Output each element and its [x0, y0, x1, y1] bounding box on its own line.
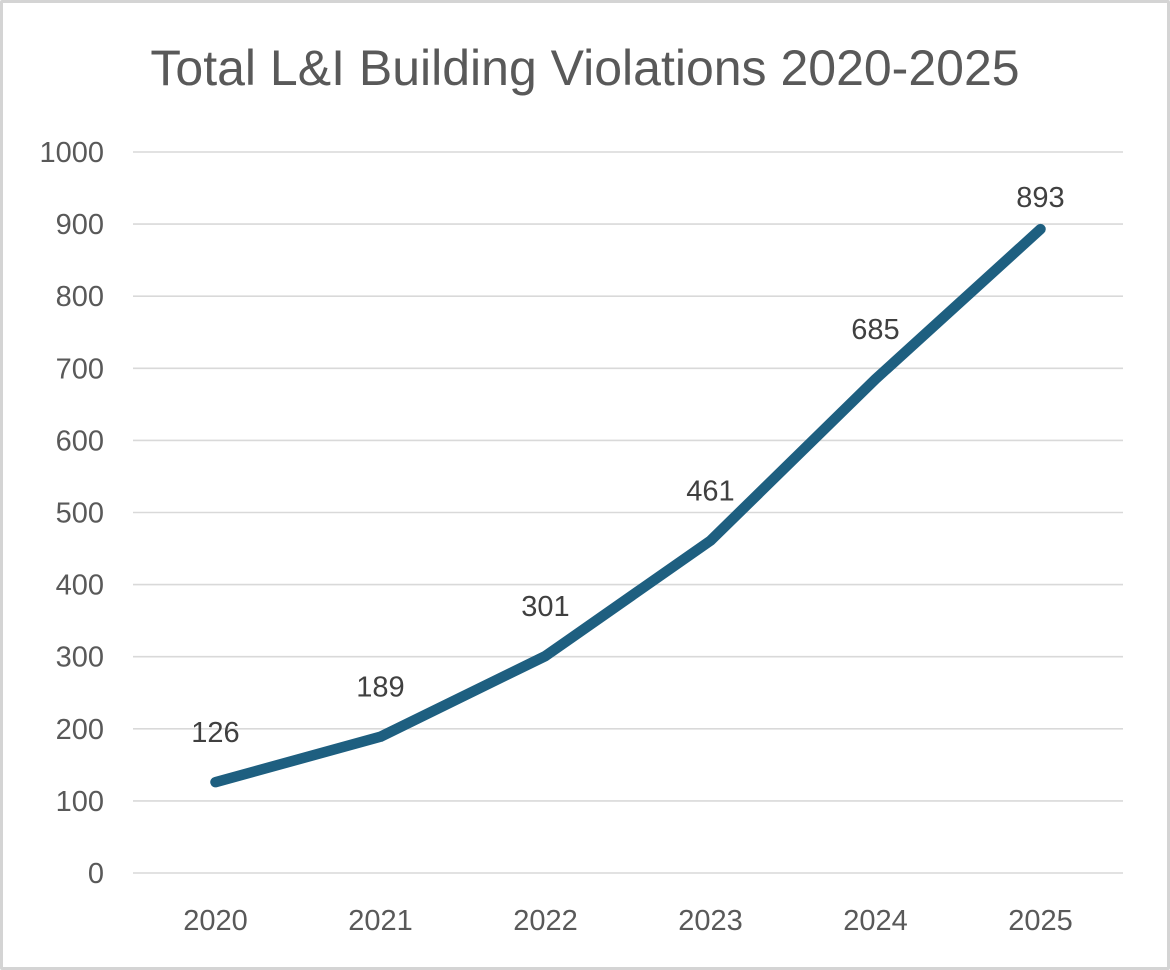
- y-axis-tick-label: 200: [56, 714, 104, 746]
- x-axis-tick-label: 2021: [348, 905, 413, 937]
- y-axis-tick-label: 1000: [39, 137, 104, 169]
- data-point-label: 126: [191, 717, 239, 749]
- x-axis-tick-label: 2022: [513, 905, 578, 937]
- y-axis-tick-label: 700: [56, 353, 104, 385]
- x-axis-tick-label: 2024: [843, 905, 908, 937]
- data-point-label: 189: [356, 672, 404, 704]
- y-axis-tick-label: 300: [56, 642, 104, 674]
- x-axis-tick-label: 2020: [183, 905, 248, 937]
- y-axis-tick-label: 0: [88, 858, 104, 890]
- y-axis-tick-label: 800: [56, 281, 104, 313]
- y-axis-tick-label: 500: [56, 498, 104, 530]
- series-line: [210, 223, 1046, 788]
- data-point-label: 893: [1016, 182, 1064, 214]
- chart-title: Total L&I Building Violations 2020-2025: [150, 40, 1020, 96]
- data-point-label: 301: [521, 591, 569, 623]
- y-axis-tick-label: 400: [56, 570, 104, 602]
- data-point-label: 685: [851, 314, 899, 346]
- y-axis-tick-label: 900: [56, 209, 104, 241]
- x-axis-tick-label: 2023: [678, 905, 743, 937]
- data-point-label: 461: [686, 476, 734, 508]
- x-axis-tick-label: 2025: [1008, 905, 1073, 937]
- y-axis-tick-label: 100: [56, 786, 104, 818]
- y-axis-tick-label: 600: [56, 425, 104, 457]
